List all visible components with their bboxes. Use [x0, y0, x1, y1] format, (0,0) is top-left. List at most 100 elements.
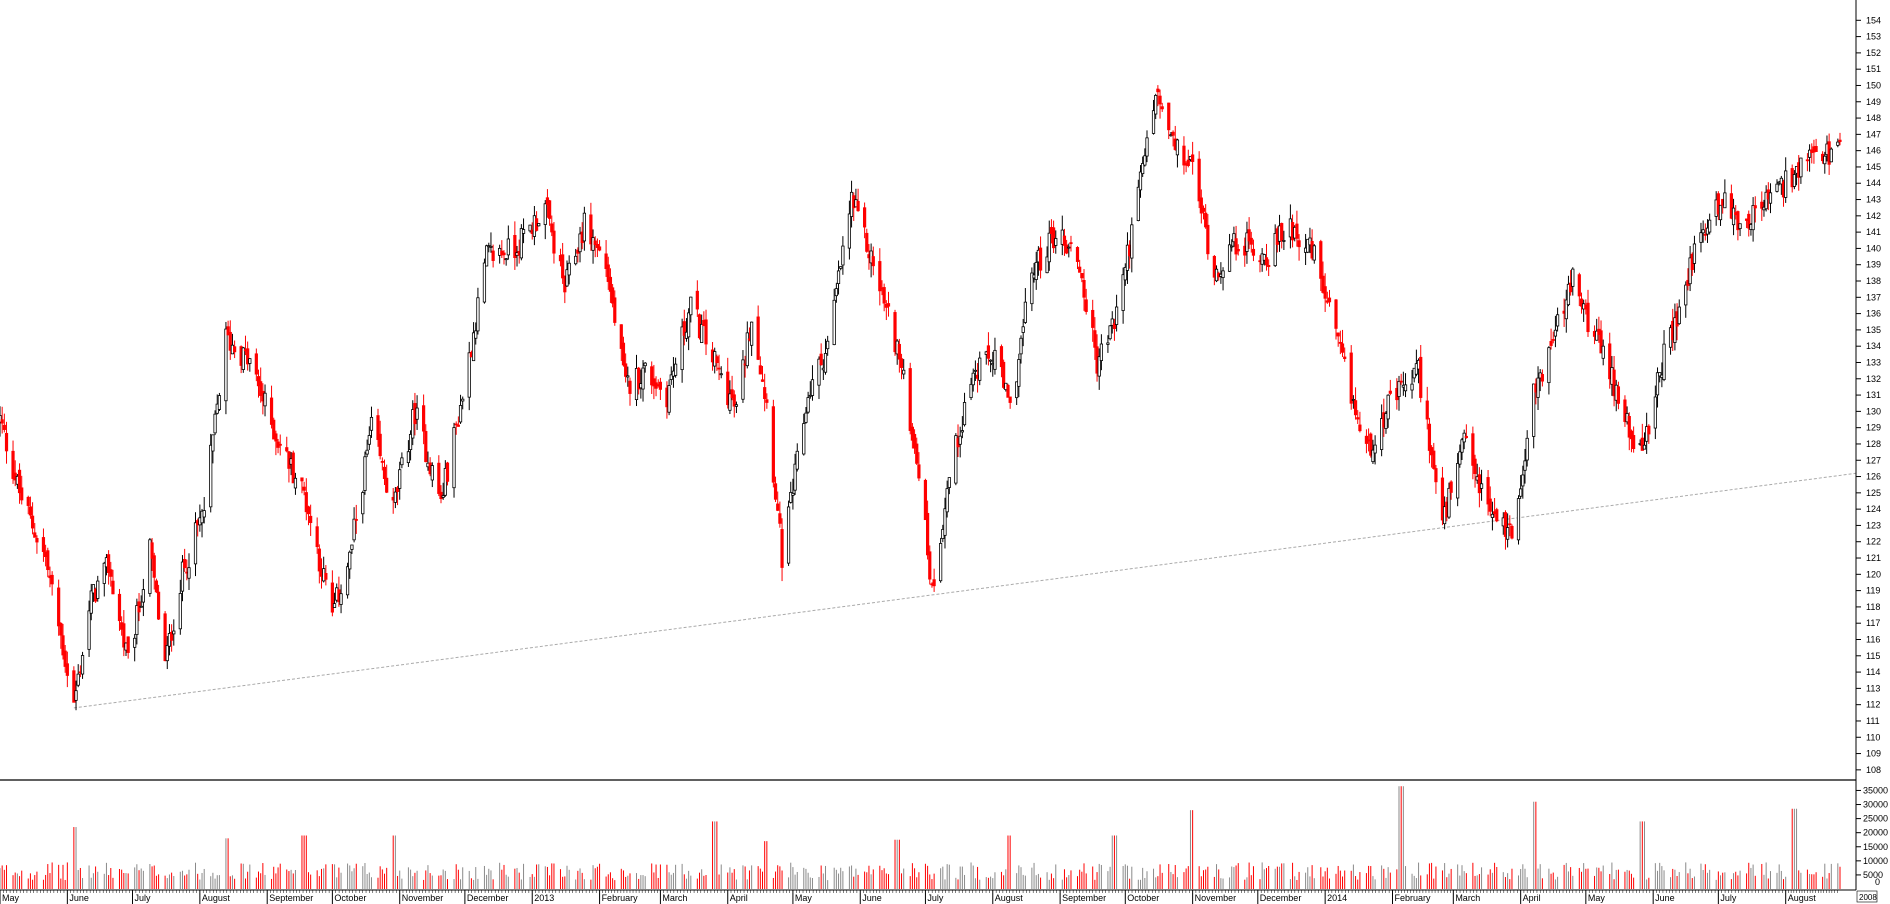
time-tick-label: May: [795, 893, 813, 903]
time-tick-label: September: [269, 893, 313, 903]
candle-body: [367, 435, 371, 445]
candle-body: [1627, 416, 1631, 438]
candle-body: [1807, 149, 1812, 158]
candle-body: [228, 331, 232, 351]
support-trendline: [73, 472, 1857, 709]
candle-body: [1551, 339, 1555, 341]
time-tick-label: December: [1260, 893, 1302, 903]
price-tick-label: 153: [1866, 32, 1881, 42]
candle-body: [1577, 274, 1581, 297]
candle-body: [1525, 437, 1529, 461]
candle-body: [59, 622, 63, 636]
candle-body: [1015, 381, 1019, 399]
candle-body: [1019, 337, 1023, 355]
candle-body: [263, 392, 267, 407]
candle-body: [1312, 245, 1316, 261]
candle-body: [917, 464, 921, 479]
candle-body: [765, 399, 769, 403]
candle-body: [400, 457, 404, 466]
candle-body: [474, 330, 478, 339]
candle-body: [193, 522, 198, 565]
candle-body: [593, 240, 597, 246]
candle-body: [999, 346, 1004, 368]
candle-body: [795, 450, 799, 470]
candle-body: [1273, 233, 1277, 267]
candle-body: [458, 405, 463, 423]
candle-body: [1353, 400, 1358, 416]
price-tick-label: 148: [1866, 113, 1881, 123]
price-tick-label: 151: [1866, 64, 1881, 74]
candle-body: [1736, 211, 1740, 231]
candle-body: [345, 566, 350, 596]
candle-body: [1343, 356, 1347, 360]
candle-body: [528, 224, 532, 232]
candle-body: [519, 228, 523, 259]
candle-body: [1523, 460, 1527, 471]
candle-body: [780, 529, 784, 568]
candle-body: [180, 561, 185, 592]
price-panel: [0, 85, 1857, 711]
candle-body: [1464, 435, 1468, 439]
candle-body: [89, 590, 93, 614]
candle-body: [1612, 369, 1616, 397]
candle-body: [567, 262, 571, 276]
candle-body: [1703, 233, 1707, 236]
candle-body: [760, 379, 765, 382]
candle-body: [1805, 159, 1810, 162]
candle-body: [1186, 159, 1190, 166]
candle-body: [0, 419, 4, 424]
candle-body: [771, 406, 775, 483]
candle-body: [1034, 262, 1038, 280]
candle-body: [1653, 396, 1657, 429]
candle-body: [57, 587, 61, 627]
candle-body: [291, 452, 295, 484]
candle-body: [624, 363, 628, 377]
candle-body: [1008, 396, 1012, 403]
candle-body: [117, 593, 122, 622]
candle-body: [513, 234, 517, 258]
candle-body: [1642, 444, 1647, 450]
candle-body: [1723, 192, 1727, 209]
time-tick-label: February: [1394, 893, 1431, 903]
candle-body: [971, 372, 975, 386]
candle-body: [621, 342, 626, 366]
candle-body: [406, 451, 411, 464]
candle-body: [461, 398, 465, 402]
candle-body: [628, 380, 632, 394]
candle-body: [224, 328, 228, 402]
price-tick-label: 115: [1866, 651, 1880, 661]
candle-body: [973, 369, 977, 372]
candle-body: [1547, 347, 1551, 384]
time-tick-label: October: [334, 893, 366, 903]
candle-body: [1449, 481, 1453, 493]
candle-body: [1701, 229, 1705, 234]
candle-body: [1306, 238, 1310, 253]
price-tick-label: 113: [1866, 683, 1880, 693]
candle-body: [309, 515, 313, 524]
time-tick-label: August: [995, 893, 1024, 903]
candle-body: [1729, 193, 1733, 219]
candle-body: [1154, 95, 1158, 115]
candle-body: [141, 589, 145, 603]
candle-body: [332, 603, 337, 608]
candle-body: [274, 433, 278, 442]
candle-body: [865, 232, 869, 252]
candle-body: [1440, 477, 1445, 521]
price-tick-label: 122: [1866, 537, 1881, 547]
price-tick-label: 145: [1866, 162, 1881, 172]
candle-body: [330, 582, 334, 613]
candle-body: [1075, 247, 1080, 262]
candle-body: [1160, 106, 1164, 110]
candle-body: [1171, 131, 1175, 136]
candle-body: [178, 593, 182, 630]
volume-tick-label: 10000: [1863, 856, 1888, 866]
volume-axis-footer-label: 0: [1875, 877, 1880, 887]
candle-body: [456, 424, 460, 427]
candle-body: [378, 433, 382, 457]
price-tick-label: 131: [1866, 390, 1881, 400]
candle-body: [1232, 233, 1236, 243]
candle-body: [680, 326, 684, 371]
candle-body: [1486, 477, 1490, 505]
candle-body: [847, 213, 851, 249]
time-tick-label: June: [1655, 893, 1675, 903]
